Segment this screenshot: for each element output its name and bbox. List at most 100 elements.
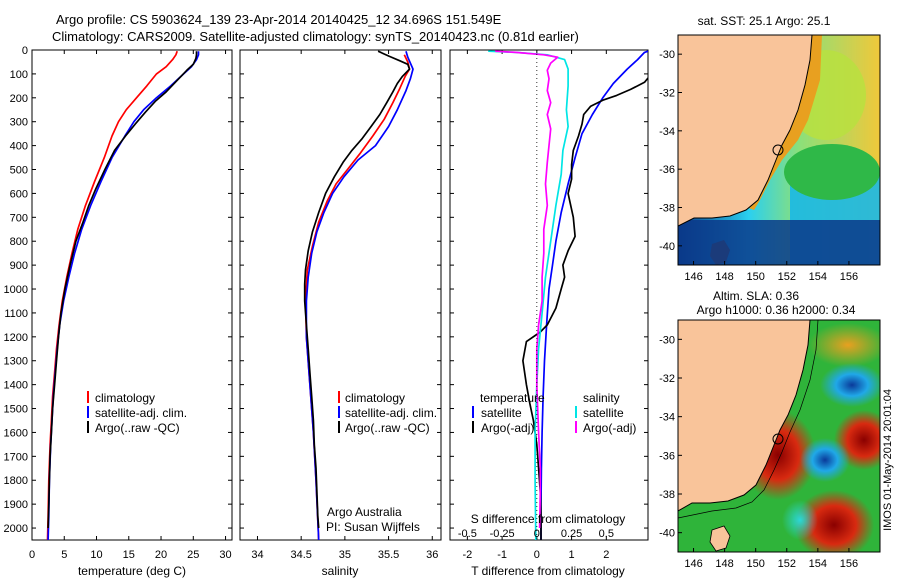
legend-title-temperature: temperature: [480, 391, 545, 405]
lon-tick-label: 150: [747, 558, 765, 570]
depth-tick-label: 1400: [4, 380, 28, 392]
lat-tick-label: -38: [659, 203, 675, 215]
sla-map-axes: 146 148 150 152 154 156 -30 -32 -34 -36 -38 -40: [659, 334, 858, 570]
lon-tick-label: 156: [840, 271, 858, 283]
sst-coastline: [678, 35, 813, 227]
lon-tick-label: 148: [715, 271, 733, 283]
s-diff-tick-label: -0.5: [458, 528, 477, 540]
series-salinity-satellite: [488, 50, 569, 540]
salinity-legend: climatology satellite-adj. clim. Argo(..…: [338, 391, 437, 435]
lon-tick-label: 146: [684, 271, 702, 283]
temperature-axes: [31, 49, 233, 541]
lon-tick-label: 154: [809, 558, 827, 570]
x-tick-label: 15: [123, 549, 135, 561]
x-tick-label: 36: [426, 549, 438, 561]
lat-tick-label: -32: [659, 88, 675, 100]
difference-legend: temperature satellite Argo(-adj) salinit…: [472, 391, 636, 435]
x-tick-label: 34.5: [290, 549, 311, 561]
lon-tick-label: 154: [809, 271, 827, 283]
sst-map-frame: [677, 34, 881, 266]
lat-tick-label: -40: [659, 528, 675, 540]
x-tick-label: 25: [187, 549, 199, 561]
legend-label-climatology: climatology: [95, 391, 155, 405]
lat-tick-label: -34: [659, 412, 675, 424]
sst-land: [678, 35, 812, 226]
sla-warm-eddy-2: [794, 490, 874, 552]
depth-tick-label: 400: [10, 141, 28, 153]
sst-argo-position-marker: [772, 144, 784, 156]
legend-label-argo: Argo(..raw -QC): [95, 421, 180, 435]
temperature-plot: 0 5 10 15 20 25 30: [29, 50, 232, 561]
sla-argo-position-marker: [772, 433, 784, 445]
legend-label-argo: Argo(..raw -QC): [345, 421, 430, 435]
depth-tick-label: 600: [10, 188, 28, 200]
sst-map: [678, 35, 880, 265]
header-line-2: Climatology: CARS2009. Satellite-adjuste…: [52, 29, 579, 44]
lon-tick-label: 152: [778, 558, 796, 570]
sst-warm-eddy: [784, 144, 880, 200]
x-tick-label: 0: [29, 549, 35, 561]
lat-tick-label: -34: [659, 126, 675, 138]
lon-tick-label: 150: [747, 271, 765, 283]
sla-tasmania: [709, 525, 731, 552]
x-tick-label: -2: [462, 549, 472, 561]
depth-tick-label: 900: [10, 260, 28, 272]
legend-label-temperature-argo: Argo(-adj): [481, 421, 534, 435]
sla-orange-region: [808, 323, 880, 367]
depth-tick-label: 800: [10, 236, 28, 248]
depth-tick-label: 100: [10, 69, 28, 81]
s-diff-tick-label: -0.25: [490, 528, 515, 540]
lon-tick-label: 152: [778, 271, 796, 283]
x-tick-label: 30: [219, 549, 231, 561]
sla-coastline: [678, 320, 811, 512]
depth-tick-label: 1900: [4, 499, 28, 511]
series-temperature-satellite: [540, 50, 648, 540]
series-satellite-adj-clim-: [305, 50, 414, 540]
depth-tick-label: 500: [10, 165, 28, 177]
depth-tick-label: 700: [10, 212, 28, 224]
annotation-argo-australia: Argo Australia: [327, 505, 402, 519]
sst-cool-south: [678, 220, 880, 265]
x-tick-label: 2: [603, 549, 609, 561]
depth-axis: 0 100 200 300 400 500 600 700 800 900 1000 1100 1200…: [4, 45, 648, 535]
lat-tick-label: -38: [659, 489, 675, 501]
legend-label-salinity-satellite: satellite: [583, 406, 624, 420]
salinity-axes: [239, 49, 442, 541]
sla-cool-eddy-2: [820, 363, 880, 407]
header-line-1: Argo profile: CS 5903624_139 23-Apr-2014…: [56, 12, 502, 27]
series-argo-raw-qc-: [303, 50, 411, 529]
x-tick-label: 35.5: [378, 549, 399, 561]
difference-plot: -2 -1 0 1 2 -0.5 -0.25 0 0.25 0.5: [458, 50, 648, 561]
legend-title-salinity: salinity: [583, 391, 620, 405]
lat-tick-label: -40: [659, 241, 675, 253]
lat-tick-label: -36: [659, 164, 675, 176]
lat-tick-label: -32: [659, 373, 675, 385]
sst-map-title: sat. SST: 25.1 Argo: 25.1: [698, 14, 831, 28]
sla-cyan-region: [782, 500, 818, 540]
x-tick-label: 5: [61, 549, 67, 561]
difference-xlabel: T difference from climatology: [471, 564, 625, 578]
difference-axes: [449, 49, 649, 541]
lon-tick-label: 146: [684, 558, 702, 570]
x-tick-label: -1: [497, 549, 507, 561]
sla-map-subtitle: Argo h1000: 0.36 h2000: 0.34: [697, 303, 856, 317]
series-climatology: [304, 54, 411, 540]
depth-tick-label: 1300: [4, 356, 28, 368]
depth-tick-label: 1700: [4, 451, 28, 463]
depth-tick-label: 1600: [4, 427, 28, 439]
x-tick-label: 35: [339, 549, 351, 561]
series-climatology: [46, 50, 178, 540]
legend-label-salinity-argo: Argo(-adj): [583, 421, 636, 435]
sla-map-frame: [677, 319, 881, 553]
sla-map-title: Altim. SLA: 0.36: [713, 289, 799, 303]
lat-tick-label: -30: [659, 334, 675, 346]
legend-label-climatology: climatology: [345, 391, 405, 405]
lat-tick-label: -36: [659, 450, 675, 462]
depth-tick-label: 1500: [4, 404, 28, 416]
lat-tick-label: -30: [659, 49, 675, 61]
s-diff-tick-label: 0.5: [599, 528, 614, 540]
sst-map-axes: 146 148 150 152 154 156 -30 -32 -34 -36 -38 -40: [659, 49, 858, 283]
salinity-xlabel: salinity: [322, 564, 359, 578]
salinity-plot: 34 34.5 35 35.5 36: [251, 50, 438, 561]
x-tick-label: 10: [90, 549, 102, 561]
